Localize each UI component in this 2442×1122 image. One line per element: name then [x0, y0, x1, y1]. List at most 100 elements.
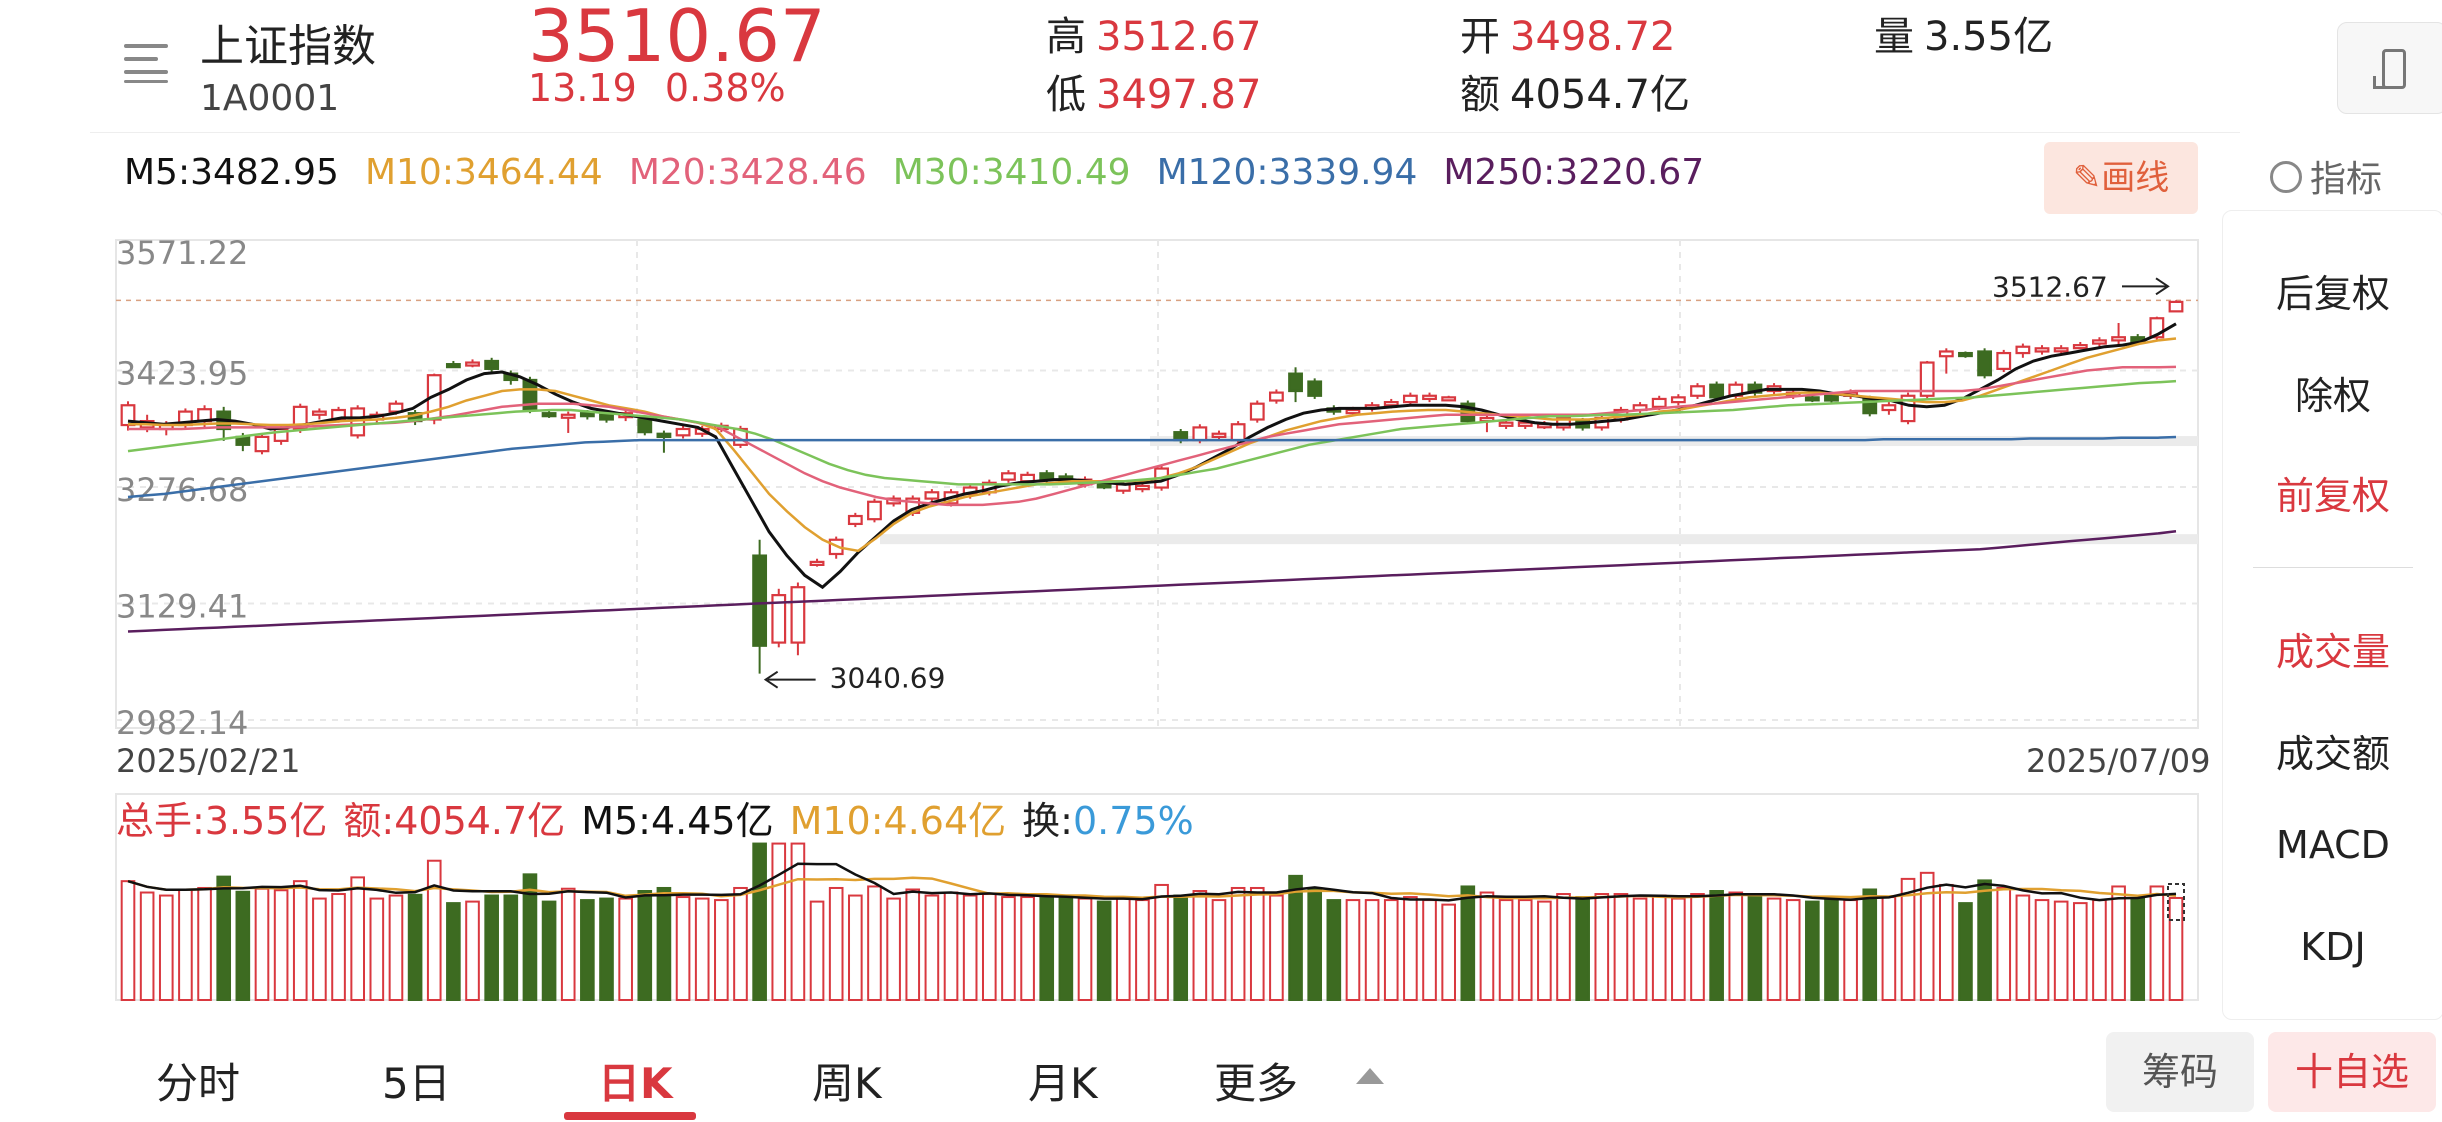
candle — [1938, 350, 1954, 358]
volume-bar — [197, 886, 212, 1002]
indicator-button[interactable]: 指标 — [2270, 150, 2382, 202]
candle — [1135, 484, 1150, 491]
draw-line-button[interactable]: ✎画线 — [2044, 142, 2198, 214]
landscape-toggle-button[interactable] — [2337, 22, 2442, 114]
candle — [637, 418, 653, 434]
volume-bar — [216, 875, 232, 1001]
tab-monthly-k[interactable]: 月K — [1028, 1059, 1098, 1108]
volume-bar — [1230, 886, 1246, 1002]
period-tabbar: 分时 5日 日K 周K 月K 更多 筹码 十自选 — [0, 1022, 2442, 1122]
candle — [752, 554, 768, 647]
volume-bar — [2168, 896, 2184, 1002]
candle — [1307, 380, 1323, 397]
candle — [2168, 300, 2184, 313]
volume-bar — [1575, 896, 1590, 1002]
volume-bar — [2149, 885, 2165, 1002]
turnover-label: 换: — [1022, 799, 1073, 843]
ma-legend: M5:3482.95 M10:3464.44 M20:3428.46 M30:3410… — [124, 152, 1730, 193]
volume-bar — [1441, 903, 1456, 1001]
candle — [1268, 391, 1284, 402]
side-item-kdj[interactable]: KDJ — [2300, 925, 2366, 969]
candle — [1651, 397, 1667, 408]
date-end: 2025/07/09 — [2026, 742, 2211, 780]
candle — [1900, 394, 1916, 423]
candle — [465, 361, 480, 367]
tab-weekly-k[interactable]: 周K — [812, 1059, 882, 1108]
candle — [1249, 402, 1265, 421]
volume-bar — [1843, 899, 1858, 1002]
volume-bar — [1517, 899, 1533, 1002]
side-item-post-adjusted[interactable]: 后复权 — [2275, 272, 2390, 316]
candle — [1709, 383, 1725, 399]
candle — [599, 413, 614, 421]
caret-up-icon[interactable] — [1356, 1068, 1384, 1084]
volume-bar — [1958, 902, 1973, 1001]
volume-bar — [1192, 890, 1208, 1001]
volume-bar — [331, 893, 346, 1001]
candle — [1498, 421, 1514, 427]
volume-bar — [120, 880, 136, 1002]
candle — [1977, 350, 1993, 377]
volume-bar — [886, 897, 901, 1002]
candle — [1288, 372, 1303, 393]
candle — [1402, 394, 1418, 404]
candle — [1096, 483, 1112, 489]
chips-button[interactable]: 筹码 — [2106, 1032, 2254, 1112]
candle — [311, 410, 327, 416]
volume-bar — [1460, 885, 1476, 1002]
tab-intraday[interactable]: 分时 — [156, 1059, 241, 1108]
candle — [2034, 347, 2050, 353]
add-favorite-button[interactable]: 十自选 — [2268, 1032, 2436, 1112]
volume-bar — [1383, 899, 1399, 1002]
candle — [1345, 408, 1361, 415]
stat-volume: 量 3.55亿 — [1874, 14, 2054, 60]
volume-bar — [924, 894, 940, 1001]
change-value: 13.19 — [528, 66, 637, 110]
candle — [771, 594, 787, 644]
side-item-macd[interactable]: MACD — [2276, 823, 2390, 867]
tab-daily-k[interactable]: 日K — [598, 1059, 673, 1108]
max-annotation: 3512.67 — [1992, 270, 2108, 303]
menu-icon[interactable] — [124, 44, 174, 84]
tab-5day[interactable]: 5日 — [382, 1059, 451, 1108]
draw-line-label: 画线 — [2101, 158, 2170, 198]
volume-bar — [1709, 890, 1724, 1001]
date-start: 2025/02/21 — [116, 742, 301, 780]
volume-bar — [292, 880, 308, 1002]
candle — [675, 427, 691, 437]
volume-bar — [1154, 883, 1169, 1001]
volume-bar — [848, 894, 863, 1001]
side-item-volume[interactable]: 成交量 — [2275, 630, 2390, 674]
y-tick-label: 3423.95 — [116, 355, 248, 393]
side-item-pre-adjusted[interactable]: 前复权 — [2275, 474, 2390, 518]
candle — [560, 413, 576, 419]
volume-bar — [1211, 899, 1227, 1002]
volume-bar — [1785, 899, 1801, 1002]
side-item-ex-rights[interactable]: 除权 — [2294, 374, 2371, 418]
volume-bar — [637, 890, 653, 1001]
candle — [1824, 394, 1839, 402]
candle — [2092, 339, 2107, 345]
volume-bar — [905, 888, 921, 1002]
candle — [1804, 396, 1820, 402]
side-item-amount[interactable]: 成交额 — [2275, 732, 2390, 776]
stat-high: 高 3512.67 — [1046, 14, 1262, 60]
candle — [790, 586, 806, 644]
volume-bar — [1479, 891, 1495, 1001]
volume-bar — [1001, 896, 1016, 1002]
candle — [1230, 423, 1246, 442]
volume-bar — [790, 842, 806, 1001]
volume-bar — [1115, 896, 1131, 1002]
volume-m5: M5:4.45亿 — [581, 799, 774, 843]
volume-bar — [1747, 894, 1763, 1001]
side-panel: 后复权 除权 前复权 成交量 成交额 MACD KDJ — [2222, 210, 2442, 1020]
volume-bar — [2092, 899, 2107, 1002]
volume-bar — [981, 893, 997, 1001]
volume-amount: 额:4054.7亿 — [343, 799, 566, 843]
candle — [867, 500, 882, 521]
volume-m10: M10:4.64亿 — [789, 799, 1007, 843]
tab-more[interactable]: 更多 — [1214, 1059, 1299, 1108]
ma10-value: M10:3464.44 — [364, 152, 603, 193]
index-code: 1A0001 — [200, 78, 340, 119]
